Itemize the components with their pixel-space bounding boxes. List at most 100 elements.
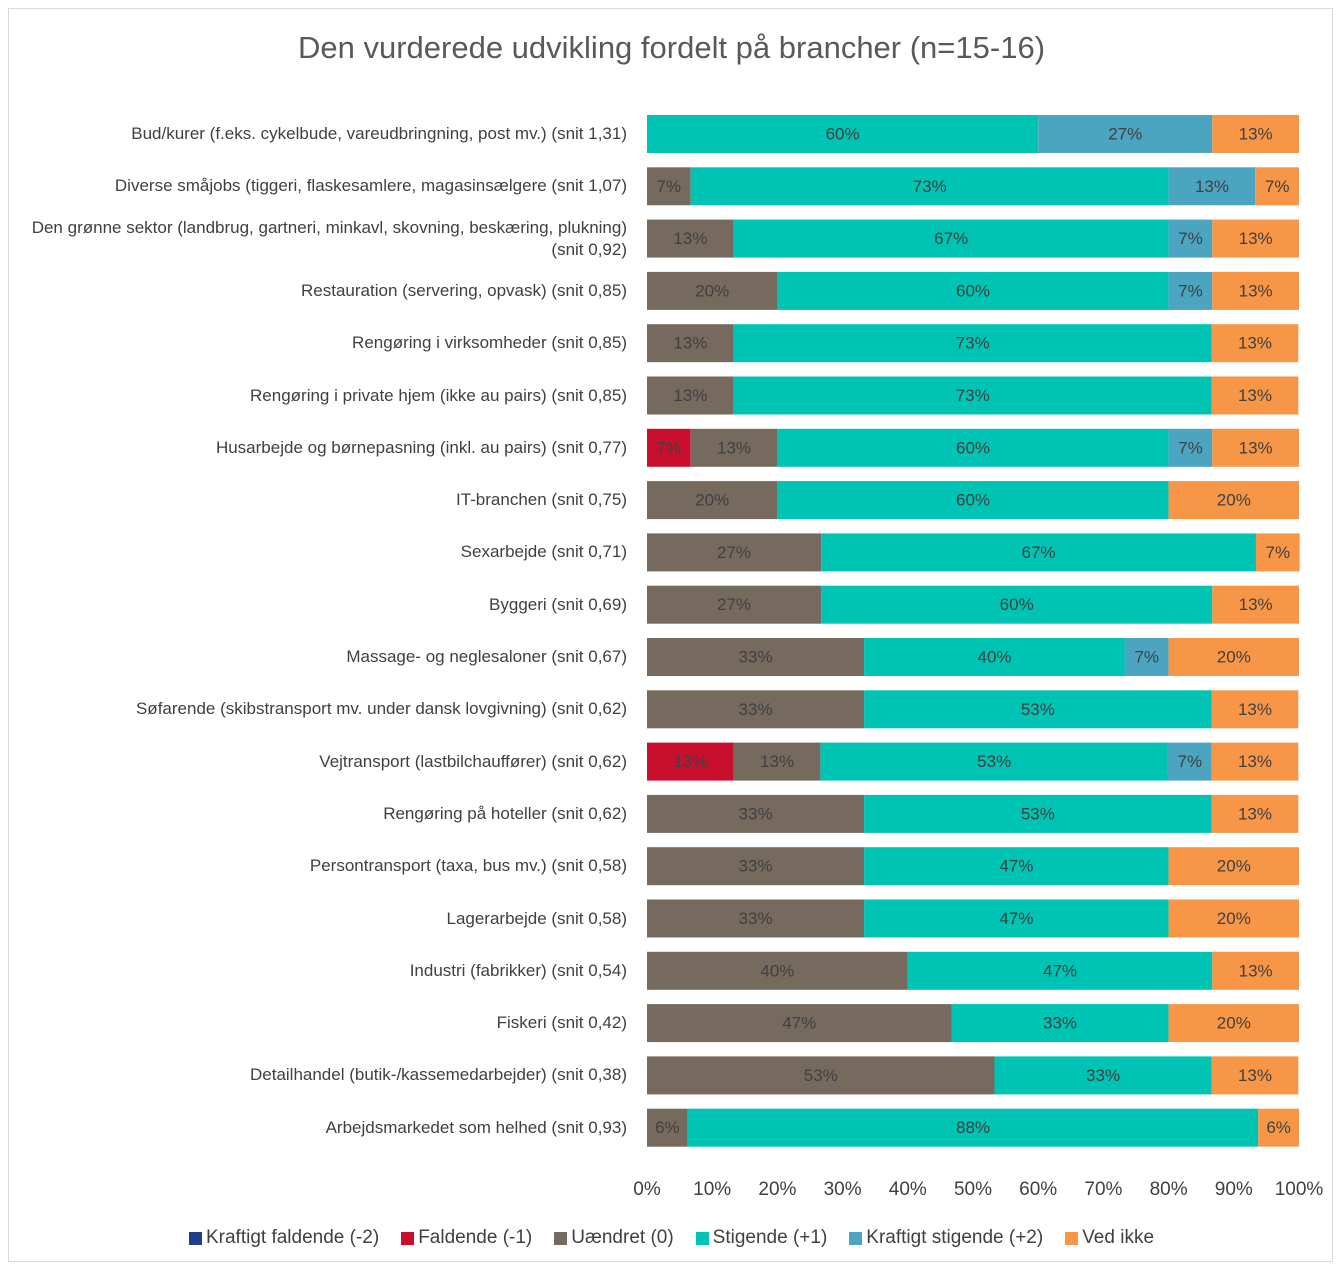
- bar-segment: [864, 638, 1125, 676]
- value-label: 40%: [760, 961, 794, 980]
- legend-label: Kraftigt stigende (+2): [866, 1227, 1044, 1248]
- bar-segment: [1212, 115, 1299, 153]
- bar-segment: [1212, 951, 1299, 990]
- legend-swatch: [188, 1231, 202, 1245]
- bar-segment: [647, 428, 691, 467]
- value-label: 13%: [1238, 1066, 1272, 1085]
- legend-label: Faldende (-1): [418, 1227, 533, 1248]
- bar-segment: [647, 324, 734, 363]
- category-label: Diverse småjobs (tiggeri, flaskesamlere,…: [114, 176, 627, 196]
- bar-segment: [647, 794, 865, 833]
- value-label: 20%: [1217, 491, 1251, 510]
- bar-segment: [1168, 481, 1299, 520]
- value-label: 88%: [956, 1118, 990, 1137]
- value-label: 53%: [804, 1066, 838, 1085]
- category-label: Vejtransport (lastbilchauffører) (snit 0…: [319, 751, 627, 771]
- legend-label: Ved ikke: [1082, 1227, 1155, 1248]
- bar-segment: [733, 376, 1212, 415]
- x-tick-label: 70%: [1084, 1179, 1122, 1200]
- bar-segment: [1211, 690, 1299, 729]
- x-tick-label: 100%: [1275, 1179, 1324, 1200]
- bar-segment: [733, 742, 821, 781]
- bar-segment: [1168, 847, 1299, 886]
- value-label: 7%: [1178, 438, 1203, 457]
- value-label: 20%: [695, 281, 729, 300]
- legend-swatch: [849, 1231, 863, 1245]
- bar-segment: [1211, 742, 1299, 781]
- bar-segment: [821, 585, 1213, 624]
- value-label: 27%: [717, 543, 751, 562]
- bar-segment: [647, 1108, 688, 1147]
- value-label: 27%: [1108, 124, 1142, 143]
- value-label: 33%: [739, 647, 773, 666]
- value-label: 13%: [1238, 334, 1272, 353]
- x-tick-label: 30%: [824, 1179, 862, 1200]
- bar-segment: [777, 271, 1169, 310]
- bar-segment: [647, 167, 691, 206]
- value-label: 20%: [1217, 1014, 1251, 1033]
- value-label: 13%: [1238, 700, 1272, 719]
- bar-segment: [1038, 115, 1213, 153]
- bar-segment: [647, 1004, 952, 1043]
- bar-segment: [1168, 1004, 1299, 1043]
- bar-segment: [994, 1056, 1212, 1095]
- legend-item: Ved ikke: [1065, 1227, 1154, 1249]
- bar-segment: [864, 690, 1212, 729]
- category-label: Detailhandel (butik-/kassemedarbejder) (…: [249, 1065, 627, 1085]
- bar-segment: [951, 1004, 1169, 1043]
- value-label: 13%: [673, 386, 707, 405]
- value-label: 33%: [739, 909, 773, 928]
- category-label: IT-branchen (snit 0,75): [455, 490, 627, 510]
- value-label: 27%: [717, 595, 751, 614]
- x-tick-label: 90%: [1215, 1179, 1253, 1200]
- value-label: 13%: [717, 438, 751, 457]
- legend-item: Kraftigt faldende (-2): [188, 1227, 379, 1249]
- category-label: Industri (fabrikker) (snit 0,54): [409, 960, 627, 980]
- bar-segment: [820, 742, 1168, 781]
- value-label: 7%: [657, 438, 682, 457]
- value-label: 60%: [956, 438, 990, 457]
- value-label: 6%: [655, 1118, 680, 1137]
- category-label: Den grønne sektor (landbrug, gartneri, m…: [31, 217, 627, 259]
- value-label: 13%: [1238, 752, 1272, 771]
- value-label: 7%: [1178, 229, 1203, 248]
- chart-title: Den vurderede udvikling fordelt på branc…: [297, 30, 1046, 65]
- bar-segment: [647, 1056, 995, 1095]
- bar-segment: [647, 115, 1039, 153]
- value-label: 60%: [956, 491, 990, 510]
- value-label: 7%: [1178, 281, 1203, 300]
- bar-segment: [647, 271, 778, 310]
- value-label: 33%: [1043, 1014, 1077, 1033]
- bar-segment: [777, 481, 1169, 520]
- category-label: Arbejdsmarkedet som helhed (snit 0,93): [325, 1117, 627, 1137]
- value-label: 53%: [1021, 700, 1055, 719]
- bar-segment: [1258, 1108, 1299, 1147]
- bar-segment: [690, 167, 1169, 206]
- bar-segment: [777, 428, 1169, 467]
- category-label: Persontransport (taxa, bus mv.) (snit 0,…: [309, 856, 627, 876]
- bar-segment: [1212, 428, 1299, 467]
- category-label: Husarbejde og børnepasning (inkl. au pai…: [215, 437, 627, 457]
- value-label: 60%: [1000, 595, 1034, 614]
- category-label: Lagerarbejde (snit 0,58): [446, 908, 627, 928]
- legend-swatch: [1065, 1231, 1079, 1245]
- legend-label: Uændret (0): [571, 1227, 674, 1248]
- value-label: 60%: [826, 124, 860, 143]
- bar-segment: [647, 376, 734, 415]
- legend-item: Uændret (0): [554, 1227, 674, 1249]
- bar-segment: [1211, 376, 1299, 415]
- chart-frame: [8, 8, 1333, 1262]
- x-tick-label: 80%: [1150, 1179, 1188, 1200]
- category-label: Massage- og neglesaloner (snit 0,67): [346, 647, 627, 666]
- bar-segment: [864, 847, 1169, 886]
- bar-segment: [687, 1108, 1259, 1147]
- bar-segment: [1168, 219, 1213, 258]
- bar-segment: [1124, 638, 1169, 676]
- bar-segment: [647, 585, 822, 624]
- x-tick-label: 0%: [633, 1179, 661, 1200]
- category-label: Rengøring i private hjem (ikke au pairs)…: [250, 385, 627, 405]
- category-label: Rengøring i virksomheder (snit 0,85): [352, 333, 627, 353]
- legend-swatch: [554, 1231, 568, 1245]
- value-label: 13%: [673, 229, 707, 248]
